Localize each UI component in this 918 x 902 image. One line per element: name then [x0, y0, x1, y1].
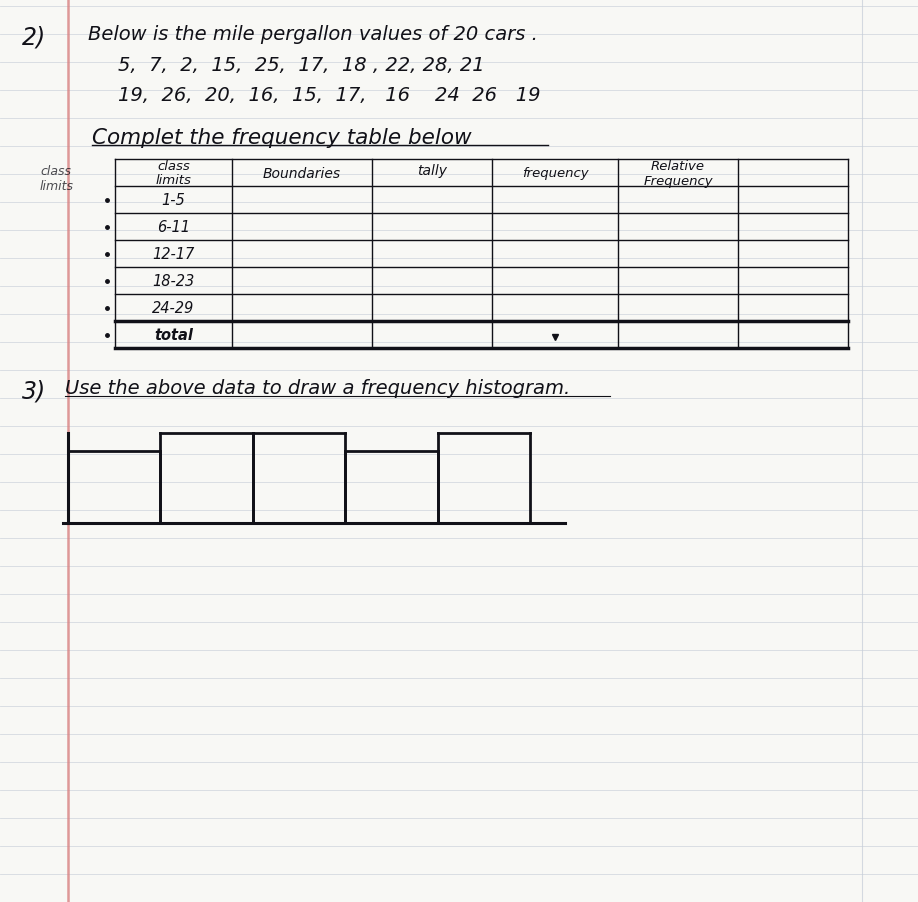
- Text: total: total: [154, 327, 193, 343]
- Text: 5,  7,  2,  15,  25,  17,  18 , 22, 28, 21: 5, 7, 2, 15, 25, 17, 18 , 22, 28, 21: [118, 56, 485, 75]
- Text: class
limits: class limits: [40, 165, 74, 193]
- Text: Complet the frequency table below: Complet the frequency table below: [92, 128, 472, 148]
- Text: 19,  26,  20,  16,  15,  17,   16    24  26   19: 19, 26, 20, 16, 15, 17, 16 24 26 19: [118, 86, 541, 105]
- Text: 6-11: 6-11: [157, 220, 190, 235]
- Text: frequency: frequency: [521, 167, 588, 179]
- Text: Use the above data to draw a frequency histogram.: Use the above data to draw a frequency h…: [65, 379, 570, 398]
- Text: Below is the mile pergallon values of 20 cars .: Below is the mile pergallon values of 20…: [88, 25, 538, 44]
- Text: 2): 2): [22, 25, 46, 49]
- Text: 18-23: 18-23: [152, 273, 195, 289]
- Text: 12-17: 12-17: [152, 247, 195, 262]
- Text: tally: tally: [417, 163, 447, 178]
- Text: 24-29: 24-29: [152, 300, 195, 316]
- Text: class
limits: class limits: [155, 160, 192, 188]
- Text: Relative
Frequency: Relative Frequency: [644, 160, 712, 188]
- Text: 3): 3): [22, 379, 46, 402]
- Text: 1-5: 1-5: [162, 193, 185, 207]
- Text: Boundaries: Boundaries: [263, 166, 341, 180]
